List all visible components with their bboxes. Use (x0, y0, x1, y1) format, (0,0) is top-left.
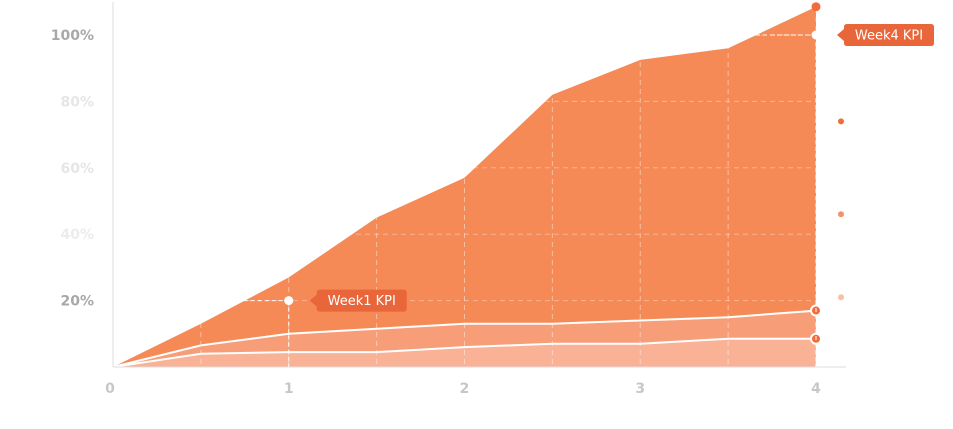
area-series-3 (113, 6, 816, 368)
kpi-annotations: Week1 KPI Week4 KPI (243, 24, 934, 367)
kpi-point (811, 30, 821, 40)
kpi-label-text: Week4 KPI (855, 29, 923, 44)
series-line-1 (112, 337, 816, 368)
x-tick-label: 4 (811, 381, 821, 397)
side-marker-dot (838, 211, 844, 218)
y-tick-label: 20% (60, 294, 94, 310)
x-tick-label: 1 (284, 381, 294, 397)
axes (112, 2, 846, 368)
x-tick-label: 3 (635, 381, 645, 397)
kpi-label-text: Week1 KPI (328, 294, 396, 309)
side-markers (838, 118, 844, 301)
kpi-point (284, 296, 294, 306)
area-series-group (113, 6, 816, 368)
kpi-annotation: Week4 KPI (756, 24, 934, 367)
y-tick-label: 40% (60, 227, 94, 243)
side-marker-dot (838, 294, 844, 301)
x-tick-label: 2 (460, 381, 470, 397)
kpi-label-bubble (837, 24, 934, 46)
series-end-marker-3 (811, 2, 821, 12)
y-tick-label: 100% (51, 28, 94, 44)
x-axis-ticks: 0 1 2 3 4 (105, 381, 821, 397)
y-tick-label: 60% (60, 161, 94, 177)
series-line-2 (112, 309, 817, 368)
x-tick-label: 0 (105, 381, 115, 397)
y-axis-ticks: 20% 40% 60% 80% 100% (51, 28, 94, 310)
side-marker-dot (838, 118, 844, 125)
y-tick-label: 80% (60, 94, 94, 110)
kpi-label-bubble (309, 289, 407, 312)
kpi-annotation: Week1 KPI (243, 289, 407, 367)
